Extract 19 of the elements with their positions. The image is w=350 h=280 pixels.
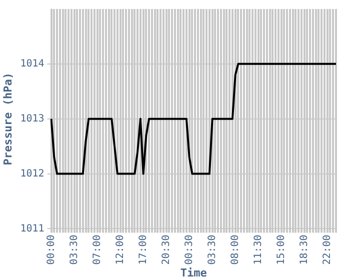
y-tick-label: 1013 (20, 113, 44, 124)
x-tick-label: 11:30 (252, 234, 264, 265)
x-tick-label: 18:30 (298, 234, 310, 265)
x-tick-label: 12:00 (114, 234, 126, 265)
x-tick-label: 03:30 (68, 234, 80, 265)
x-tick-label: 00:30 (184, 234, 195, 265)
x-tick-label: 20:30 (160, 234, 172, 265)
x-tick-label: 07:00 (92, 234, 103, 265)
x-tick-label: 17:00 (138, 234, 149, 265)
x-tick-label: 03:30 (206, 234, 218, 265)
y-tick-label: 1012 (20, 168, 44, 180)
x-axis-title: Time (180, 266, 208, 280)
y-tick-label: 1011 (20, 223, 44, 234)
x-tick-label: 00:00 (46, 234, 57, 265)
y-tick-label: 1014 (20, 58, 44, 70)
x-tick-label: 22:00 (322, 234, 333, 265)
x-tick-label: 08:00 (230, 234, 241, 265)
x-tick-label: 15:00 (276, 234, 287, 265)
y-axis-title: Pressure (hPa) (1, 72, 14, 166)
